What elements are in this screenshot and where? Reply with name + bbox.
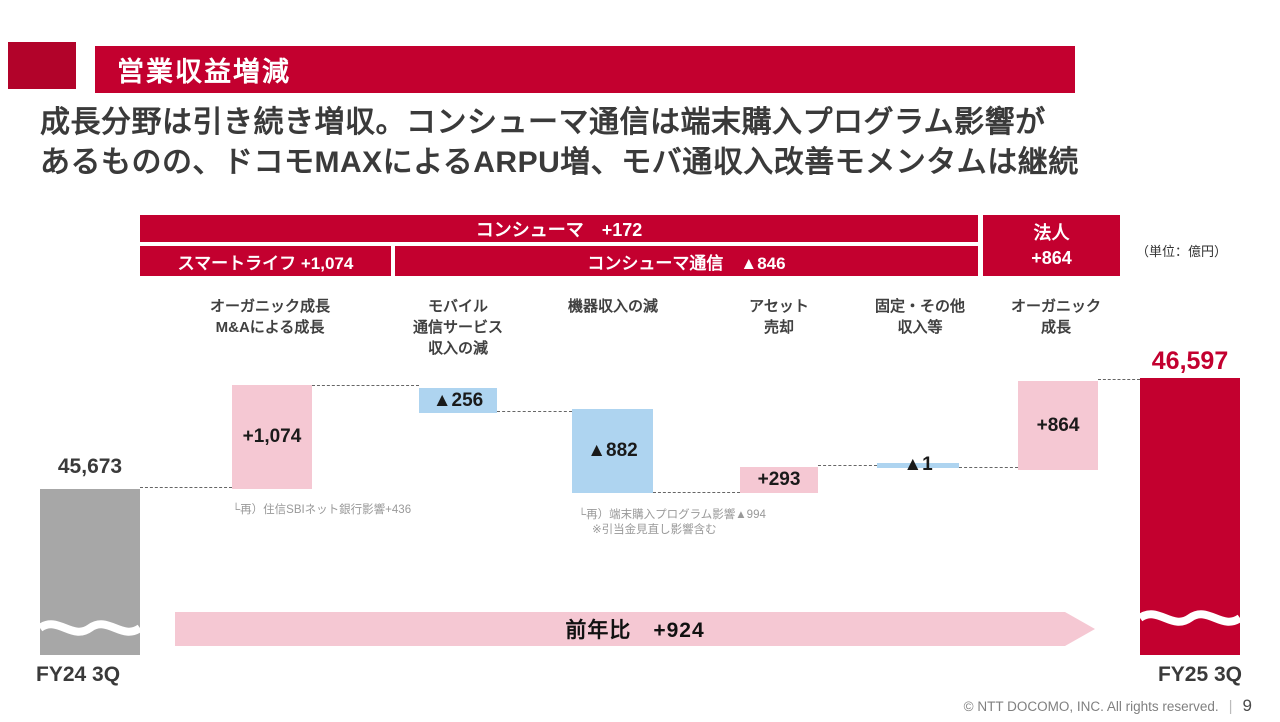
connector-dash (312, 385, 419, 386)
footer-separator: | (1228, 697, 1233, 715)
connector-dash (497, 411, 572, 412)
axis-label-fy24: FY24 3Q (36, 663, 121, 686)
column-label-fixed-other: 固定・その他 収入等 (874, 298, 965, 336)
axis-label-fy25: FY25 3Q (1157, 663, 1243, 686)
copyright-text: © NTT DOCOMO, INC. All rights reserved. (963, 698, 1219, 714)
bar-value: +1,074 (242, 426, 302, 447)
page-number: 9 (1242, 696, 1252, 715)
yoy-label: 前年比 +924 (565, 619, 705, 642)
group-bar-consumer-telecom: コンシューマ通信 ▲846 (395, 246, 978, 276)
fy24-start-bar (40, 489, 140, 655)
bar-value: +864 (1036, 414, 1080, 436)
waterfall-bar-organic-growth: +864 (1018, 381, 1098, 470)
column-label-organic-growth: オーガニック 成長 (1010, 298, 1101, 336)
bar-value: ▲1 (903, 454, 933, 475)
group-bar-smartlife: スマートライフ +1,074 (140, 246, 391, 276)
waterfall-bar-organic-ma: +1,074 (232, 385, 312, 489)
start-value-label: 45,673 (57, 455, 123, 478)
column-label-organic-ma: オーガニック成長 M&Aによる成長 (209, 298, 330, 336)
header-accent-square (8, 42, 76, 89)
footer: © NTT DOCOMO, INC. All rights reserved. … (964, 696, 1252, 716)
waterfall-bar-mobile-service: ▲256 (419, 388, 497, 413)
yoy-arrow: 前年比 +924 (175, 612, 1095, 646)
axis-break-wave (40, 620, 140, 636)
unit-note: （単位：億円） (1136, 244, 1228, 259)
column-label-mobile-service: モバイル 通信サービス 収入の減 (412, 298, 503, 357)
footnote-device-program: └再）端末購入プログラム影響▲994 (578, 509, 766, 521)
waterfall-bar-asset-sale: +293 (740, 467, 818, 493)
lead-line-1: 成長分野は引き続き増収。コンシューマ通信は端末購入プログラム影響が (40, 106, 1046, 139)
connector-dash (1098, 379, 1140, 380)
connector-dash (653, 492, 740, 493)
column-label-asset-sale: アセット 売却 (749, 298, 809, 336)
end-value-label: 46,597 (1151, 347, 1229, 375)
connector-dash (818, 465, 877, 466)
fy25-end-bar (1140, 378, 1240, 655)
section-header-bar: 営業収益増減 (95, 46, 1075, 93)
bar-value: ▲256 (432, 389, 484, 411)
lead-text: 成長分野は引き続き増収。コンシューマ通信は端末購入プログラム影響が あるものの、… (40, 103, 1265, 182)
footnote-sbi-bank: └再）住信SBIネット銀行影響+436 (232, 504, 412, 516)
group-bar-corporate: 法人 +864 (983, 215, 1120, 276)
bar-value: +293 (757, 469, 801, 490)
lead-line-2: あるものの、ドコモMAXによるARPU増、モバ通収入改善モメンタムは継続 (40, 145, 1079, 179)
group-bar-consumer: コンシューマ +172 (140, 215, 978, 242)
section-title: 営業収益増減 (117, 57, 291, 87)
connector-dash (140, 487, 232, 488)
footnote-allowance: ※引当金見直し影響含む (592, 524, 717, 536)
column-label-device-revenue: 機器収入の減 (567, 298, 658, 315)
axis-break-wave (1140, 610, 1240, 626)
bar-value: ▲882 (587, 440, 638, 461)
waterfall-bar-fixed-other: ▲1 (877, 454, 959, 475)
waterfall-bar-device-revenue: ▲882 (572, 409, 653, 493)
connector-dash (959, 467, 1018, 468)
